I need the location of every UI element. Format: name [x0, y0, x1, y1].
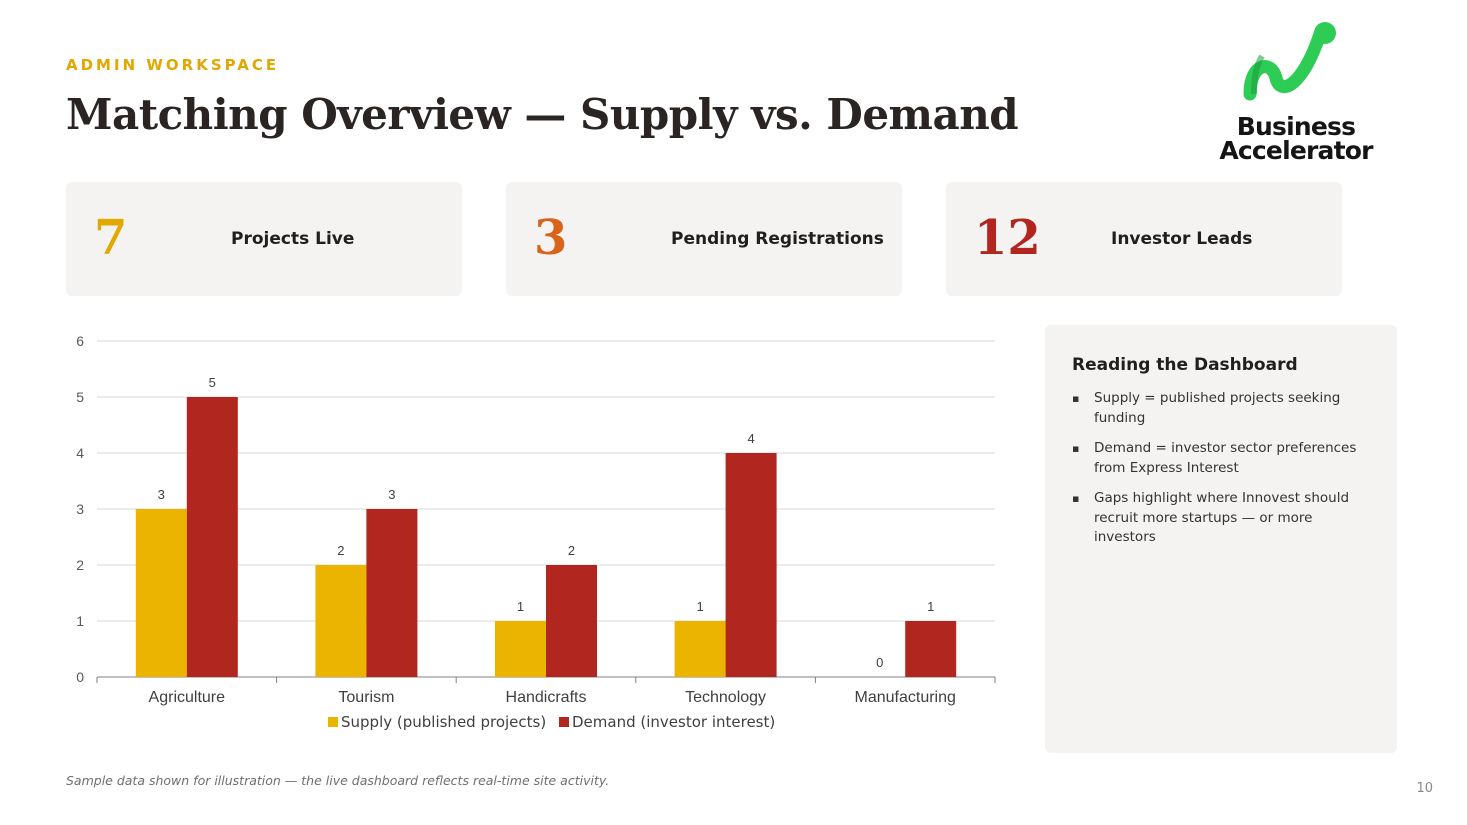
bar [315, 565, 367, 677]
kpi-card-investor-leads: 12 Investor Leads [946, 182, 1342, 296]
panel-title: Reading the Dashboard [1072, 355, 1298, 375]
bar [186, 397, 238, 677]
y-tick-label: 0 [76, 669, 84, 685]
page-number: 10 [1416, 781, 1433, 796]
kpi-label: Projects Live [231, 229, 355, 249]
bar [674, 621, 726, 677]
bullet-icon: ▪ [1072, 492, 1080, 505]
x-tick-label: Agriculture [149, 689, 226, 706]
y-tick-label: 2 [76, 557, 84, 573]
y-tick-label: 1 [76, 613, 84, 629]
data-label: 1 [696, 599, 703, 614]
bar [546, 565, 597, 677]
bar [725, 453, 777, 677]
panel-bullet-list: ▪ Supply = published projects seeking fun… [1072, 389, 1376, 559]
kpi-label: Pending Registrations [671, 229, 884, 249]
brand-logo: Business Accelerator [1210, 18, 1385, 168]
y-tick-label: 5 [76, 389, 84, 405]
kpi-card-pending-registrations: 3 Pending Registrations [506, 182, 902, 296]
y-tick-label: 4 [76, 445, 84, 461]
bar [905, 621, 957, 677]
bar [495, 621, 546, 677]
page-title: Matching Overview — Supply vs. Demand [66, 90, 1019, 139]
eyebrow-label: ADMIN WORKSPACE [66, 56, 280, 74]
bar [366, 509, 418, 677]
bar [135, 509, 187, 677]
reading-dashboard-panel: Reading the Dashboard ▪ Supply = publishe… [1045, 325, 1397, 753]
y-tick-label: 6 [76, 333, 84, 349]
legend-label: Demand (investor interest) [572, 713, 775, 731]
data-label: 0 [876, 655, 883, 670]
data-label: 3 [158, 487, 165, 502]
supply-demand-bar-chart: 0 1 2 3 4 5 6 Agriculture 3 5 Tourism 2 3 Handicrafts… [76, 333, 996, 731]
bullet-text: Demand = investor sector preferences fro… [1094, 440, 1357, 476]
data-label: 2 [568, 543, 575, 558]
bullet-text: Supply = published projects seeking fund… [1094, 390, 1341, 426]
logo-line-1: Business [1236, 112, 1356, 141]
list-item: ▪ Demand = investor sector preferences fr… [1072, 439, 1376, 478]
kpi-label: Investor Leads [1111, 229, 1253, 249]
y-tick-label: 3 [76, 501, 84, 517]
data-label: 1 [517, 599, 524, 614]
list-item: ▪ Gaps highlight where Innovest should re… [1072, 489, 1376, 548]
list-item: ▪ Supply = published projects seeking fun… [1072, 389, 1376, 428]
data-label: 4 [747, 431, 754, 446]
x-tick-label: Tourism [338, 689, 394, 706]
data-label: 5 [209, 375, 216, 390]
x-tick-label: Handicrafts [506, 689, 587, 706]
data-label: 3 [388, 487, 395, 502]
kpi-value: 12 [974, 210, 1041, 266]
bullet-text: Gaps highlight where Innovest should rec… [1094, 490, 1350, 545]
footnote: Sample data shown for illustration — the… [66, 773, 610, 788]
legend-swatch [559, 717, 569, 727]
business-accelerator-logo-icon [1243, 22, 1336, 101]
data-label: 2 [337, 543, 344, 558]
data-label: 1 [927, 599, 934, 614]
bullet-icon: ▪ [1072, 442, 1080, 455]
kpi-value: 3 [534, 210, 568, 266]
x-tick-label: Technology [685, 689, 766, 706]
kpi-value: 7 [94, 210, 128, 266]
legend-swatch [328, 717, 338, 727]
legend-label: Supply (published projects) [341, 713, 546, 731]
kpi-card-projects-live: 7 Projects Live [66, 182, 462, 296]
x-tick-label: Manufacturing [855, 689, 956, 706]
bullet-icon: ▪ [1072, 392, 1080, 405]
logo-line-2: Accelerator [1219, 136, 1373, 165]
